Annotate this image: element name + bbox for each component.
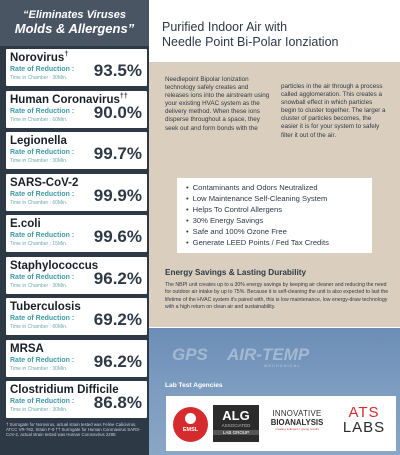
benefit-item: Contaminants and Odors Neutralized [186, 182, 372, 193]
footnote-mark: †† [119, 92, 128, 100]
chamber-time: Time in Chamber : 15Min. [10, 241, 68, 247]
rate-label: Rate of Reduction : [10, 356, 75, 364]
chamber-time: Time in Chamber : 30Min. [10, 407, 68, 413]
result-card: Norovirus† Rate of Reduction : Time in C… [6, 49, 147, 86]
reduction-value: 99.9% [93, 185, 142, 205]
results-panel: “Eliminates Viruses Molds & Allergens” N… [0, 0, 149, 455]
result-card: Staphylococcus Rate of Reduction : Time … [6, 256, 147, 294]
rate-label: Rate of Reduction : [10, 398, 75, 405]
intro-column-1: Needlepoint Bipolar Ionization technolog… [165, 76, 270, 132]
reduction-value: 99.6% [93, 227, 142, 246]
result-card: MRSA Rate of Reduction : Time in Chamber… [6, 339, 147, 377]
ib-line-2: BIOANALYSIS [270, 418, 324, 427]
header-line-1: “Eliminates Viruses [23, 9, 126, 21]
rate-label: Rate of Reduction : [10, 107, 75, 115]
footnote: † Surrogate for Norovirus, actual strain… [6, 422, 141, 438]
watermark-logo: GPS AIR-TEMP MECHANICAL [172, 345, 392, 368]
result-card: Clostridium Difficile Rate of Reduction … [6, 381, 147, 418]
header-line-2: Molds & Allergens” [14, 21, 135, 36]
reduction-value: 90.0% [93, 102, 142, 122]
result-card: Legionella Rate of Reduction : Time in C… [6, 132, 147, 169]
emsl-logo: EMSL [173, 407, 208, 442]
panel-header: “Eliminates Viruses Molds & Allergens” [0, 0, 149, 46]
rate-label: Rate of Reduction : [10, 190, 75, 198]
alg-label: ALG [222, 408, 250, 423]
alg-line-3: LAB GROUP [213, 430, 259, 435]
pathogen-name: Human Coronavirus†† [10, 92, 128, 106]
benefit-item: Safe and 100% Ozone Free [186, 226, 372, 237]
result-card: Tuberculosis Rate of Reduction : Time in… [6, 298, 147, 335]
pathogen-name: Clostridium Difficile [10, 383, 119, 396]
reduction-value: 69.2% [93, 310, 142, 329]
emsl-label: EMSL [182, 427, 199, 433]
reduction-value: 96.2% [93, 351, 142, 371]
pathogen-name: Legionella [10, 134, 67, 147]
benefits-list: Contaminants and Odors Neutralized Low M… [177, 178, 372, 253]
page-title: Purified Indoor Air with Needle Point Bi… [162, 20, 394, 49]
rate-label: Rate of Reduction : [10, 66, 75, 73]
ib-tagline: creating solutions • giving results [275, 427, 319, 431]
lab-agencies-heading: Lab Test Agencies [165, 382, 223, 389]
reduction-value: 96.2% [93, 268, 142, 288]
pathogen-name: Norovirus† [10, 51, 69, 64]
reduction-value: 99.7% [93, 144, 142, 163]
energy-heading: Energy Savings & Lasting Durability [165, 268, 307, 277]
reduction-value: 86.8% [93, 393, 142, 412]
reduction-value: 93.5% [93, 61, 142, 80]
rate-label: Rate of Reduction : [10, 149, 75, 156]
result-card: SARS-CoV-2 Rate of Reduction : Time in C… [6, 173, 147, 211]
emsl-emblem-icon [185, 413, 196, 424]
rate-label: Rate of Reduction : [10, 273, 75, 281]
chamber-time: Time in Chamber : 60Min. [10, 199, 68, 206]
pathogen-name: MRSA [10, 342, 44, 355]
ats-labs-logo: ATS LABS [336, 405, 392, 435]
watermark-air-temp: AIR-TEMP [227, 345, 310, 364]
chamber-time: Time in Chamber : 60Min. [10, 324, 68, 330]
pathogen-name: SARS-CoV-2 [10, 176, 79, 189]
lab-logos: EMSL ALG ASSOCIATED LAB GROUP INNOVATIVE… [166, 396, 396, 451]
benefit-item: 30% Energy Savings [186, 215, 372, 226]
intro-column-2: particles in the air through a process c… [281, 83, 386, 139]
pathogen-name: E.coli [10, 217, 41, 230]
ib-line-1: INNOVATIVE [272, 409, 322, 418]
benefit-item: Helps To Control Allergens [186, 204, 372, 215]
energy-paragraph: The NBPI unit creates up to a 30% energy… [165, 282, 389, 310]
ats-line-2: LABS [342, 419, 386, 436]
watermark-sub: MECHANICAL [264, 363, 301, 368]
title-line-2: Needle Point Bi-Polar Ionziation [162, 34, 339, 49]
chamber-time: Time in Chamber : 30Min. [10, 158, 68, 164]
footnote-mark: † [64, 51, 69, 58]
result-card: E.coli Rate of Reduction : Time in Chamb… [6, 215, 147, 252]
benefit-item: Low Maintenance Self-Cleaning System [186, 193, 372, 204]
pathogen-name: Staphylococcus [10, 259, 99, 272]
chamber-time: Time in Chamber : 30Min. [10, 365, 68, 372]
rate-label: Rate of Reduction : [10, 232, 75, 239]
ats-line-1: ATS [348, 404, 380, 421]
chamber-time: Time in Chamber : 30Min. [10, 75, 68, 81]
chamber-time: Time in Chamber : 60Min. [10, 116, 68, 123]
title-line-1: Purified Indoor Air with [162, 20, 288, 34]
chamber-time: Time in Chamber : 30Min. [10, 282, 68, 289]
innovative-bioanalysis-logo: INNOVATIVE BIOANALYSIS creating solution… [262, 409, 332, 431]
pathogen-name: Tuberculosis [10, 300, 81, 313]
alg-line-2: ASSOCIATED [221, 423, 251, 428]
result-card: Human Coronavirus†† Rate of Reduction : … [6, 90, 147, 128]
watermark-gps: GPS [172, 345, 208, 364]
benefit-item: Generate LEED Points / Fed Tax Credits [186, 237, 372, 248]
alg-logo: ALG ASSOCIATED LAB GROUP [213, 405, 259, 442]
rate-label: Rate of Reduction : [10, 315, 75, 322]
